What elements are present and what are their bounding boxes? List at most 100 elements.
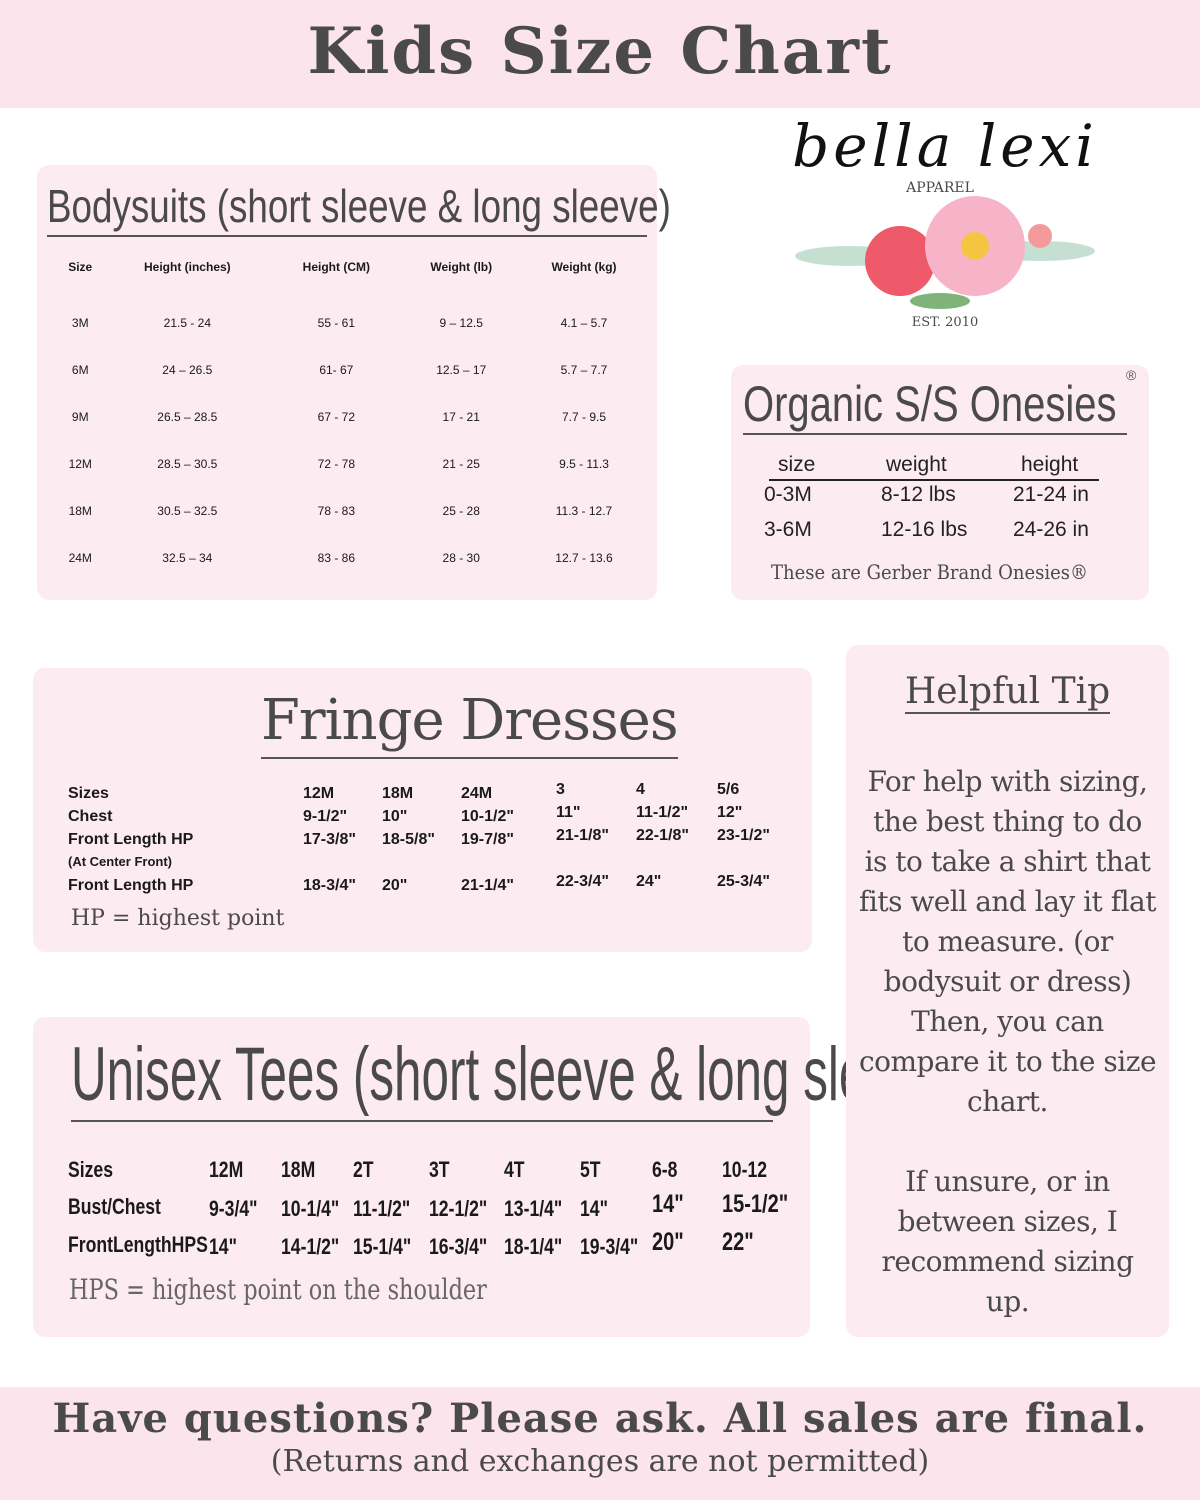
table-cell: 3: [556, 781, 565, 798]
row-label: Front Length HP: [68, 831, 194, 848]
table-cell: 20": [382, 877, 408, 894]
page-title: Kids Size Chart: [307, 14, 893, 89]
table-cell: 3-6M: [764, 518, 812, 541]
table-cell: 4T: [504, 1157, 525, 1182]
logo-name: bella lexi: [792, 112, 1098, 180]
table-cell: 83 - 86: [317, 550, 355, 565]
fringe-note: HP = highest point: [71, 906, 285, 931]
col-header: Height (CM): [302, 260, 370, 274]
table-cell: 30.5 – 32.5: [157, 503, 218, 518]
table-cell: 24 – 26.5: [162, 362, 213, 377]
table-cell: 18M: [68, 503, 92, 518]
table-cell: 6M: [71, 362, 89, 377]
table-row: 3M 21.5 - 24 55 - 61 9 – 12.5 4.1 – 5.7: [57, 299, 647, 346]
footer-line-1: Have questions? Please ask. All sales ar…: [52, 1395, 1148, 1442]
table-cell: 12-1/2": [429, 1196, 488, 1221]
table-cell: 19-3/4": [580, 1234, 639, 1259]
tip-paragraph: For help with sizing, the best thing to …: [858, 765, 1157, 1118]
row-label: Chest: [68, 808, 113, 825]
table-row: 24M 32.5 – 34 83 - 86 28 - 30 12.7 - 13.6: [57, 534, 647, 581]
col-header: size: [778, 453, 816, 476]
table-cell: 55 - 61: [317, 315, 355, 330]
table-cell: 15-1/4": [353, 1234, 412, 1259]
table-cell: 12M: [209, 1157, 244, 1182]
table-cell: 25-3/4": [717, 873, 770, 890]
onesies-note: These are Gerber Brand Onesies®: [771, 560, 1088, 584]
table-cell: 9 – 12.5: [439, 315, 483, 330]
table-cell: 4: [636, 781, 645, 798]
table-cell: 25 - 28: [442, 503, 480, 518]
bodysuits-title: Bodysuits (short sleeve & long sleeve): [47, 179, 671, 237]
table-cell: 18-1/4": [504, 1234, 563, 1259]
table-cell: 18M: [281, 1157, 316, 1182]
table-cell: 21-24 in: [1013, 483, 1089, 506]
table-cell: 21.5 - 24: [163, 315, 212, 330]
table-cell: 22": [722, 1228, 754, 1256]
table-cell: 2T: [353, 1157, 374, 1182]
tees-title: Unisex Tees (short sleeve & long sleeve): [71, 1031, 962, 1122]
table-cell: 9-1/2": [303, 808, 348, 825]
table-cell: 9.5 - 11.3: [559, 456, 609, 471]
table-cell: 21 - 25: [442, 456, 480, 471]
table-cell: 24-26 in: [1013, 518, 1089, 541]
table-cell: 24": [636, 873, 662, 890]
table-cell: 17-3/8": [303, 831, 356, 848]
col-header: Weight (kg): [551, 260, 617, 274]
table-cell: 67 - 72: [317, 409, 355, 424]
table-row: 6M 24 – 26.5 61- 67 12.5 – 17 5.7 – 7.7: [57, 346, 647, 393]
table-cell: 23-1/2": [717, 827, 770, 844]
table-cell: 3T: [429, 1157, 450, 1182]
table-cell: 13-1/4": [504, 1196, 563, 1221]
col-header: height: [1021, 453, 1079, 476]
row-label: Sizes: [68, 1157, 114, 1182]
bodysuits-section: Bodysuits (short sleeve & long sleeve) S…: [37, 165, 671, 600]
table-cell: 10-1/2": [461, 808, 514, 825]
registered-mark: ®: [1126, 367, 1137, 383]
table-cell: 15-1/2": [722, 1190, 789, 1218]
table-cell: 5.7 – 7.7: [560, 362, 608, 377]
table-cell: 28 - 30: [442, 550, 480, 565]
table-cell: 5T: [580, 1157, 601, 1182]
col-header: Height (inches): [143, 260, 231, 274]
table-cell: 12.5 – 17: [436, 362, 487, 377]
table-cell: 4.1 – 5.7: [560, 315, 608, 330]
table-cell: 12": [717, 804, 743, 821]
brand-logo: bella lexi APPAREL EST. 2010: [790, 112, 1100, 357]
table-cell: 11.3 - 12.7: [555, 503, 613, 518]
table-cell: 14": [580, 1196, 608, 1221]
logo-est: EST. 2010: [911, 315, 979, 330]
onesies-title: Organic S/S Onesies: [743, 375, 1127, 435]
table-cell: 61- 67: [319, 362, 354, 377]
table-cell: 10-12: [722, 1157, 768, 1182]
fringe-title: Fringe Dresses: [261, 688, 679, 759]
table-cell: 9-3/4": [209, 1196, 258, 1221]
table-cell: 3M: [71, 315, 89, 330]
table-cell: 8-12 lbs: [881, 483, 956, 506]
footer-band: Have questions? Please ask. All sales ar…: [0, 1387, 1200, 1500]
table-cell: 12-16 lbs: [881, 518, 968, 541]
table-cell: 10-1/4": [281, 1196, 340, 1221]
table-cell: 21-1/4": [461, 877, 514, 894]
table-cell: 11-1/2": [353, 1196, 411, 1221]
table-cell: 22-3/4": [556, 873, 609, 890]
table-cell: 12.7 - 13.6: [555, 550, 613, 565]
table-cell: 11": [556, 804, 581, 821]
header-rule: [769, 479, 1099, 481]
table-row: 9M 26.5 – 28.5 67 - 72 17 - 21 7.7 - 9.5: [57, 393, 647, 440]
table-cell: 32.5 – 34: [162, 550, 213, 565]
table-cell: 20": [652, 1228, 684, 1256]
col-header: Size: [68, 260, 93, 274]
table-cell: 19-7/8": [461, 831, 514, 848]
row-label: (At Center Front): [68, 854, 172, 869]
table-cell: 0-3M: [764, 483, 812, 506]
table-cell: 24M: [461, 785, 493, 802]
table-cell: 10": [382, 808, 408, 825]
table-cell: 22-1/8": [636, 827, 689, 844]
table-cell: 12M: [68, 456, 92, 471]
tees-section: Unisex Tees (short sleeve & long sleeve)…: [33, 1017, 962, 1337]
footer-line-2: (Returns and exchanges are not permitted…: [270, 1444, 930, 1479]
table-cell: 11-1/2": [636, 804, 689, 821]
onesies-section: Organic S/S Onesies ® size weight height 0-…: [731, 365, 1149, 600]
table-cell: 18M: [382, 785, 414, 802]
fringe-section: Fringe Dresses HP = highest point Sizes C…: [33, 668, 812, 952]
